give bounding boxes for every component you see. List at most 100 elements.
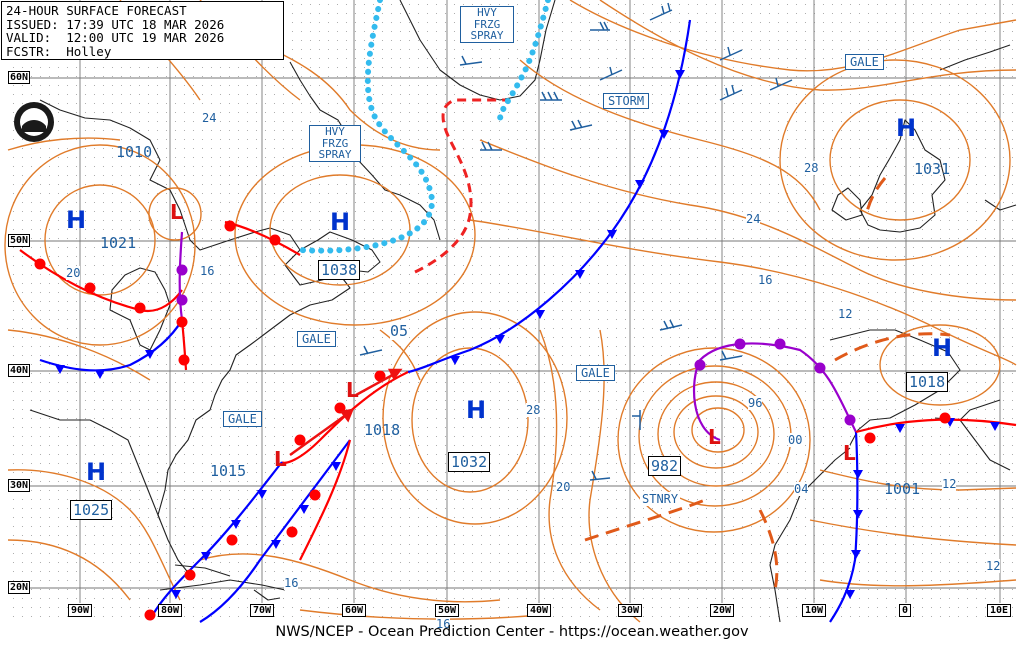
warm-front-semicircle — [176, 294, 188, 306]
cold-front-triangle — [853, 510, 863, 519]
lon-label: 70W — [250, 604, 275, 617]
high-symbol: H — [896, 114, 917, 142]
warm-front-semicircle — [374, 370, 386, 382]
cold-front-triangle — [201, 552, 211, 561]
isobar-label: 12 — [986, 559, 1001, 573]
cold-front-triangle — [55, 365, 65, 374]
cold-front-triangle — [450, 356, 460, 365]
high-symbol: H — [66, 206, 87, 234]
low-pressure-value: 1010 — [116, 143, 153, 161]
cold-front-triangle — [635, 180, 645, 189]
warm-front-semicircle — [734, 338, 746, 350]
gale-warning: GALE — [223, 411, 262, 427]
cold-front-triangle — [331, 462, 341, 471]
warm-front-semicircle — [226, 534, 238, 546]
gale-warning: GALE — [297, 331, 336, 347]
freezing-spray-box: HVY FRZG SPRAY — [460, 6, 514, 43]
cold-front-triangle — [271, 540, 281, 549]
spray-line: HVY — [477, 6, 497, 19]
low-pressure-value: 1015 — [210, 462, 247, 480]
warm-front-semicircle — [34, 258, 46, 270]
warm-front-semicircle — [144, 609, 156, 621]
cold-front-triangle — [851, 550, 861, 559]
low-pressure-value: 982 — [648, 456, 682, 476]
spray-line: SPRAY — [470, 29, 504, 42]
isobars — [4, 0, 1017, 623]
isobar-label: 12 — [942, 477, 957, 491]
lat-label: 50N — [8, 234, 31, 247]
warm-front-semicircle — [269, 234, 281, 246]
isobar-label: 16 — [758, 273, 773, 287]
cold-front-triangle — [495, 335, 505, 344]
warm-front-semicircle — [84, 282, 96, 294]
warm-front-semicircle — [286, 526, 298, 538]
freezing-spray-box: HVY FRZG SPRAY — [309, 125, 361, 162]
warm-front-semicircle — [176, 264, 188, 276]
high-pressure-value: 1032 — [448, 452, 491, 472]
cold-front-triangle — [607, 230, 617, 239]
freezing-spray-lines — [297, 0, 551, 254]
wind-barbs — [359, 2, 793, 481]
warm-front-semicircle — [134, 302, 146, 314]
isobar-label: 16 — [284, 576, 299, 590]
lon-label: 40W — [527, 604, 552, 617]
stationary-label: STNRY — [640, 492, 681, 506]
cold-front-triangle — [299, 505, 309, 514]
lon-label: 10E — [987, 604, 1012, 617]
warm-front-semicircle — [178, 354, 190, 366]
low-symbol: L — [708, 425, 721, 449]
cold-front-triangle — [535, 310, 545, 319]
lon-label: 20W — [710, 604, 735, 617]
low-track-arrows — [289, 368, 403, 457]
low-symbol: L — [843, 441, 856, 465]
isobar-label: 20 — [66, 266, 81, 280]
lon-label: 80W — [158, 604, 183, 617]
isobar-label: 12 — [838, 307, 853, 321]
high-pressure-value: 1018 — [906, 372, 949, 392]
source-credit: NWS/NCEP - Ocean Prediction Center - htt… — [275, 624, 749, 640]
warm-front-semicircle — [294, 434, 306, 446]
spray-line: FRZG — [321, 136, 349, 150]
lat-label: 20N — [8, 581, 31, 594]
lon-label: 10W — [802, 604, 827, 617]
gale-warning: GALE — [576, 365, 615, 381]
cold-front-triangle — [990, 422, 1000, 431]
warm-front-semicircle — [774, 338, 786, 350]
warm-front-semicircle — [309, 489, 321, 501]
lon-label: 30W — [618, 604, 643, 617]
lon-label: 90W — [68, 604, 93, 617]
high-pressure-value: 1038 — [318, 260, 361, 280]
isobar-label: 16 — [200, 264, 215, 278]
high-symbol: H — [466, 396, 487, 424]
ice-edge-line — [414, 98, 505, 274]
lon-label: 60W — [342, 604, 367, 617]
high-pressure-value: 1021 — [100, 234, 137, 252]
header-issued: ISSUED: 17:39 UTC 18 MAR 2026 — [6, 16, 225, 32]
forecast-header: 24-HOUR SURFACE FORECAST ISSUED: 17:39 U… — [1, 1, 284, 60]
isobar-label: 20 — [556, 480, 571, 494]
lat-label: 60N — [8, 71, 31, 84]
cold-front-triangle — [659, 130, 669, 139]
high-symbol: H — [330, 208, 351, 236]
isobar-label: 00 — [788, 433, 803, 447]
low-pressure-value: 1018 — [364, 421, 401, 439]
header-valid: VALID: 12:00 UTC 19 MAR 2026 — [6, 30, 225, 45]
high-pressure-value: 1025 — [70, 500, 113, 520]
cold-front-triangle — [231, 520, 241, 529]
header-title: 24-HOUR SURFACE FORECAST — [6, 3, 187, 18]
isobar-label: 04 — [794, 482, 809, 496]
isobar-label: 24 — [202, 111, 217, 125]
header-forecaster: FCSTR: Holley — [6, 43, 112, 59]
storm-warning: STORM — [603, 93, 650, 109]
warm-front-semicircle — [184, 569, 196, 581]
isobar-label: 28 — [526, 403, 541, 417]
spray-line: FRZG — [473, 17, 501, 31]
high-symbol: H — [932, 334, 953, 362]
low-pressure-value: 1001 — [884, 480, 921, 498]
warm-front-semicircle — [939, 412, 951, 424]
cold-front-triangle — [575, 270, 585, 279]
cold-front-triangle — [845, 590, 855, 599]
noaa-logo — [14, 102, 54, 142]
lat-label: 30N — [8, 479, 31, 492]
